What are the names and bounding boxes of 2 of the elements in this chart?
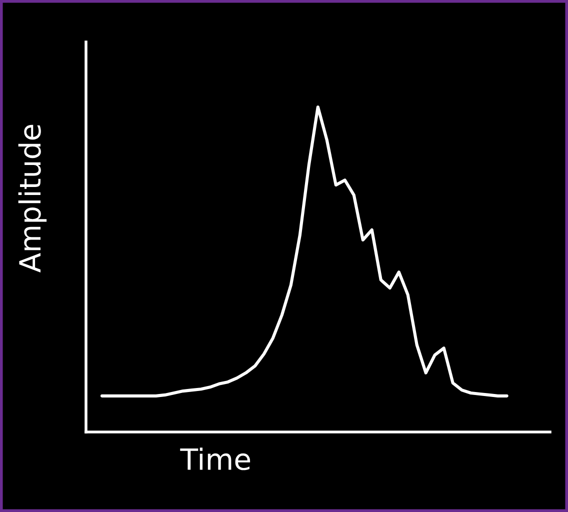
y-axis-title: Amplitude (18, 124, 47, 273)
x-axis-title: Time (180, 448, 250, 470)
